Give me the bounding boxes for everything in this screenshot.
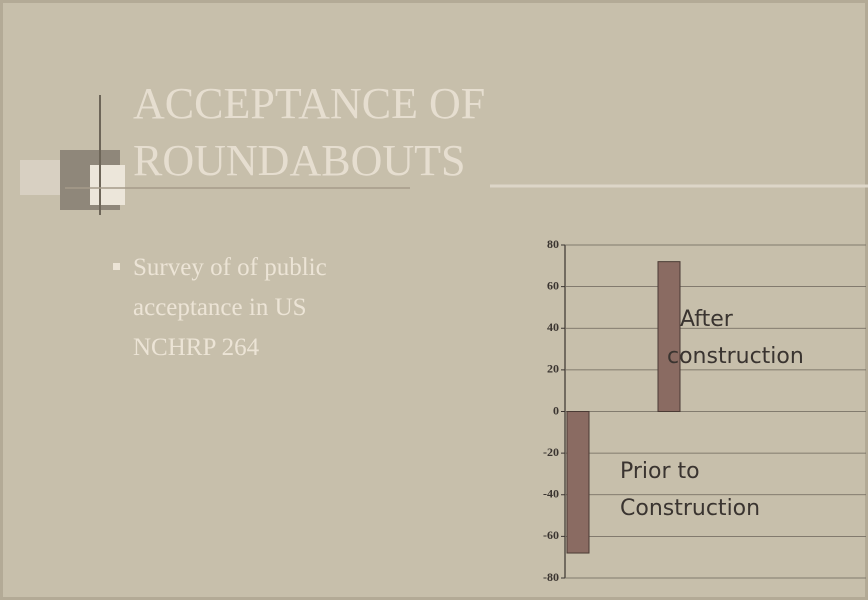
slide: ACCEPTANCE OF ROUNDABOUTS Survey of of p…: [0, 0, 868, 600]
bullet-line: Survey of of public: [133, 254, 327, 281]
annotation: Prior to: [620, 459, 700, 484]
y-tick-label: 60: [547, 278, 559, 292]
y-tick-label: -60: [543, 528, 559, 542]
y-tick-label: 0: [553, 403, 559, 417]
y-tick-label: -40: [543, 487, 559, 501]
annotation: construction: [667, 344, 804, 369]
y-tick-label: 80: [547, 237, 559, 251]
annotation: Construction: [620, 496, 760, 521]
bar: [658, 262, 680, 412]
y-tick-label: -80: [543, 570, 559, 584]
bar: [567, 412, 589, 554]
title-line: ROUNDABOUTS: [133, 136, 465, 185]
y-tick-label: 20: [547, 362, 559, 376]
annotation: After: [680, 307, 734, 332]
title-line: ACCEPTANCE OF: [133, 79, 485, 128]
bullet-marker: [113, 263, 120, 270]
y-tick-label: 40: [547, 320, 559, 334]
bullet-line: acceptance in US: [133, 294, 307, 321]
bullet-line: NCHRP 264: [133, 334, 260, 361]
y-tick-label: -20: [543, 445, 559, 459]
